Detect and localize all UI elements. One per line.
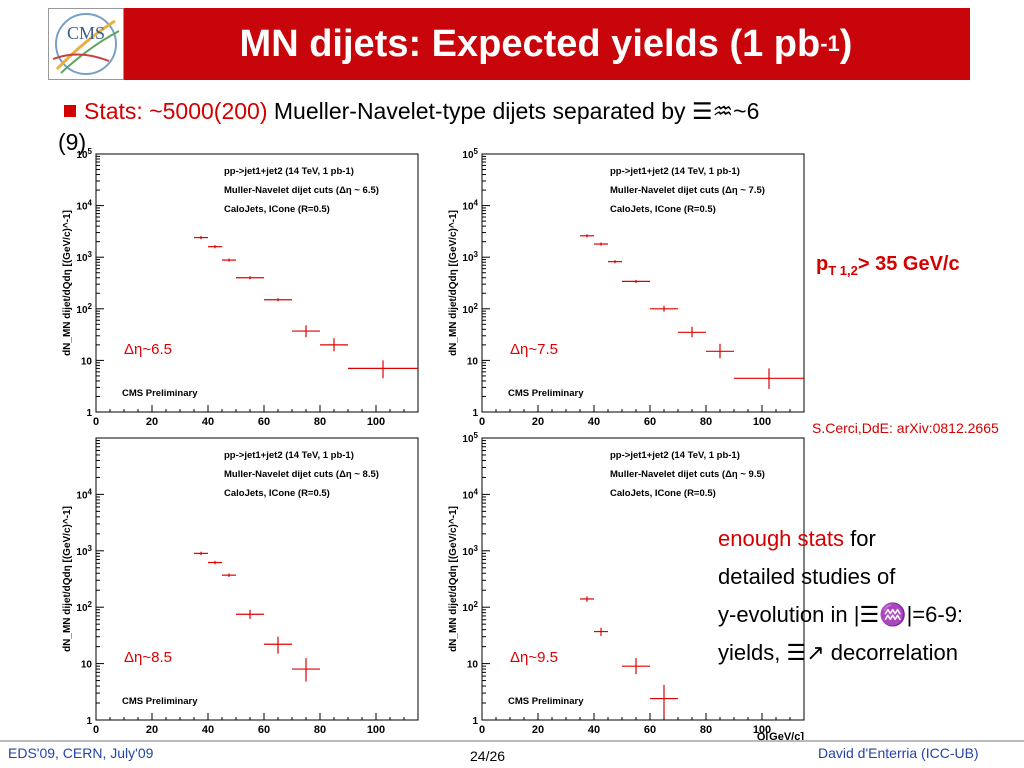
x-tick-label: 0: [479, 724, 485, 736]
footer-author: David d'Enterria (ICC-UB): [818, 745, 979, 761]
y-tick-label: 10: [467, 660, 479, 671]
title-bar: [122, 8, 970, 80]
x-tick-label: 100: [367, 416, 385, 428]
y-tick-label: 104: [76, 199, 92, 213]
y-tick-label: 103: [76, 250, 92, 264]
x-tick-label: 0: [93, 416, 99, 428]
cms-preliminary-label: CMS Preliminary: [508, 388, 584, 399]
chart-deta-7-5: 0 20 40 60 80 100 1 10 102 103 104 105 dN_MN dijet/d…: [448, 148, 805, 428]
page-title: MN dijets: Expected yields (1 pb -1): [239, 22, 853, 65]
delta-eta-symbol: ☰♒: [691, 99, 734, 125]
cms-logo-icon: CMS: [52, 13, 120, 75]
y-tick-label: 1: [472, 408, 478, 419]
y-tick-label: 10: [81, 660, 93, 671]
plot-frame: [481, 153, 805, 413]
y-tick-label: 102: [462, 600, 478, 614]
legend-line: CaloJets, ICone (R=0.5): [610, 204, 716, 215]
y-tick-label: 104: [76, 487, 92, 501]
y-tick-label: 1: [472, 716, 478, 727]
y-tick-label: 103: [462, 250, 478, 264]
y-axis-label: dN_MN dijet/dQdη [(GeV/c)^-1]: [62, 506, 73, 652]
chart-deta-6-5: 0 20 40 60 80 100 1 10 102 103 104 105 dN_MN dijet/d…: [62, 148, 419, 428]
cms-preliminary-label: CMS Preliminary: [508, 696, 584, 707]
y-tick-label: 10: [81, 356, 93, 367]
y-tick-label: 1: [86, 716, 92, 727]
x-tick-label: 20: [532, 416, 544, 428]
x-tick-label: 20: [146, 724, 158, 736]
x-tick-label: 100: [753, 416, 771, 428]
x-tick-label: 40: [202, 724, 214, 736]
stats-prefix: Stats: ~5000(200): [84, 98, 268, 124]
delta-eta-label: Δη~6.5: [124, 341, 172, 358]
x-tick-label: 40: [202, 416, 214, 428]
y-axis-label: dN_MN dijet/dQdη [(GeV/c)^-1]: [62, 210, 73, 356]
footer-event: EDS'09, CERN, July'09: [8, 745, 154, 761]
svg-text:CMS: CMS: [67, 23, 105, 43]
legend-line: Muller-Navelet dijet cuts (Δη ~ 6.5): [224, 185, 379, 196]
y-axis-label: dN_MN dijet/dQdη [(GeV/c)^-1]: [448, 506, 459, 652]
y-tick-label: 10: [467, 356, 479, 367]
bullet-icon: [64, 105, 76, 117]
legend-line: pp->jet1+jet2 (14 TeV, 1 pb-1): [224, 450, 354, 461]
plot-frame: [95, 437, 419, 721]
y-tick-label: 105: [76, 148, 92, 161]
x-tick-label: 40: [588, 724, 600, 736]
delta-eta-label: Δη~7.5: [510, 341, 558, 358]
x-tick-label: 80: [314, 416, 326, 428]
delta-eta-label: Δη~9.5: [510, 649, 558, 666]
x-tick-label: 20: [146, 416, 158, 428]
legend-line: pp->jet1+jet2 (14 TeV, 1 pb-1): [610, 166, 740, 177]
stats-value: ~6: [733, 98, 760, 124]
reference-label: S.Cerci,DdE: arXiv:0812.2665: [812, 420, 999, 436]
legend-line: CaloJets, ICone (R=0.5): [610, 488, 716, 499]
y-tick-label: 102: [76, 302, 92, 316]
x-tick-label: 60: [258, 724, 270, 736]
legend-line: CaloJets, ICone (R=0.5): [224, 204, 330, 215]
cms-logo: CMS: [48, 8, 124, 80]
x-axis-label: Q[GeV/c]: [757, 731, 804, 742]
legend-line: Muller-Navelet dijet cuts (Δη ~ 9.5): [610, 469, 765, 480]
plot-frame: [95, 153, 419, 413]
y-tick-label: 103: [76, 544, 92, 558]
x-tick-label: 60: [644, 416, 656, 428]
x-tick-label: 80: [700, 724, 712, 736]
y-tick-label: 103: [462, 544, 478, 558]
x-tick-label: 0: [479, 416, 485, 428]
pt-cut-label: pT 1,2> 35 GeV/c: [816, 253, 960, 278]
y-tick-label: 1: [86, 408, 92, 419]
legend-line: pp->jet1+jet2 (14 TeV, 1 pb-1): [224, 166, 354, 177]
cms-preliminary-label: CMS Preliminary: [122, 696, 198, 707]
x-tick-label: 60: [644, 724, 656, 736]
stats-bullet: Stats: ~5000(200) Mueller-Navelet-type d…: [58, 96, 964, 157]
legend-line: Muller-Navelet dijet cuts (Δη ~ 7.5): [610, 185, 765, 196]
x-tick-label: 100: [367, 724, 385, 736]
stats-text: Mueller-Navelet-type dijets separated by: [267, 98, 692, 124]
y-axis-label: dN_MN dijet/dQdη [(GeV/c)^-1]: [448, 210, 459, 356]
x-tick-label: 20: [532, 724, 544, 736]
delta-eta-label: Δη~8.5: [124, 649, 172, 666]
chart-deta-9-5: 0 20 40 60 80 100 1 10 102 103 104 105 dN_MN dijet/d…: [448, 432, 805, 742]
y-tick-label: 102: [76, 600, 92, 614]
stats-value-2: (9): [58, 129, 87, 155]
page-number: 24/26: [470, 748, 506, 764]
x-tick-label: 60: [258, 416, 270, 428]
x-tick-label: 80: [700, 416, 712, 428]
y-tick-label: 105: [462, 432, 478, 445]
y-tick-label: 104: [462, 487, 478, 501]
cms-preliminary-label: CMS Preliminary: [122, 388, 198, 399]
footer-divider: [0, 740, 1024, 742]
legend-line: CaloJets, ICone (R=0.5): [224, 488, 330, 499]
y-tick-label: 104: [462, 199, 478, 213]
y-tick-label: 105: [462, 148, 478, 161]
legend-line: Muller-Navelet dijet cuts (Δη ~ 8.5): [224, 469, 379, 480]
legend-line: pp->jet1+jet2 (14 TeV, 1 pb-1): [610, 450, 740, 461]
conclusion-note: enough stats for detailed studies of y-e…: [718, 526, 964, 665]
plot-frame: [481, 437, 805, 721]
y-tick-label: 102: [462, 302, 478, 316]
x-tick-label: 80: [314, 724, 326, 736]
x-tick-label: 100: [753, 724, 771, 736]
x-tick-label: 0: [93, 724, 99, 736]
x-tick-label: 40: [588, 416, 600, 428]
